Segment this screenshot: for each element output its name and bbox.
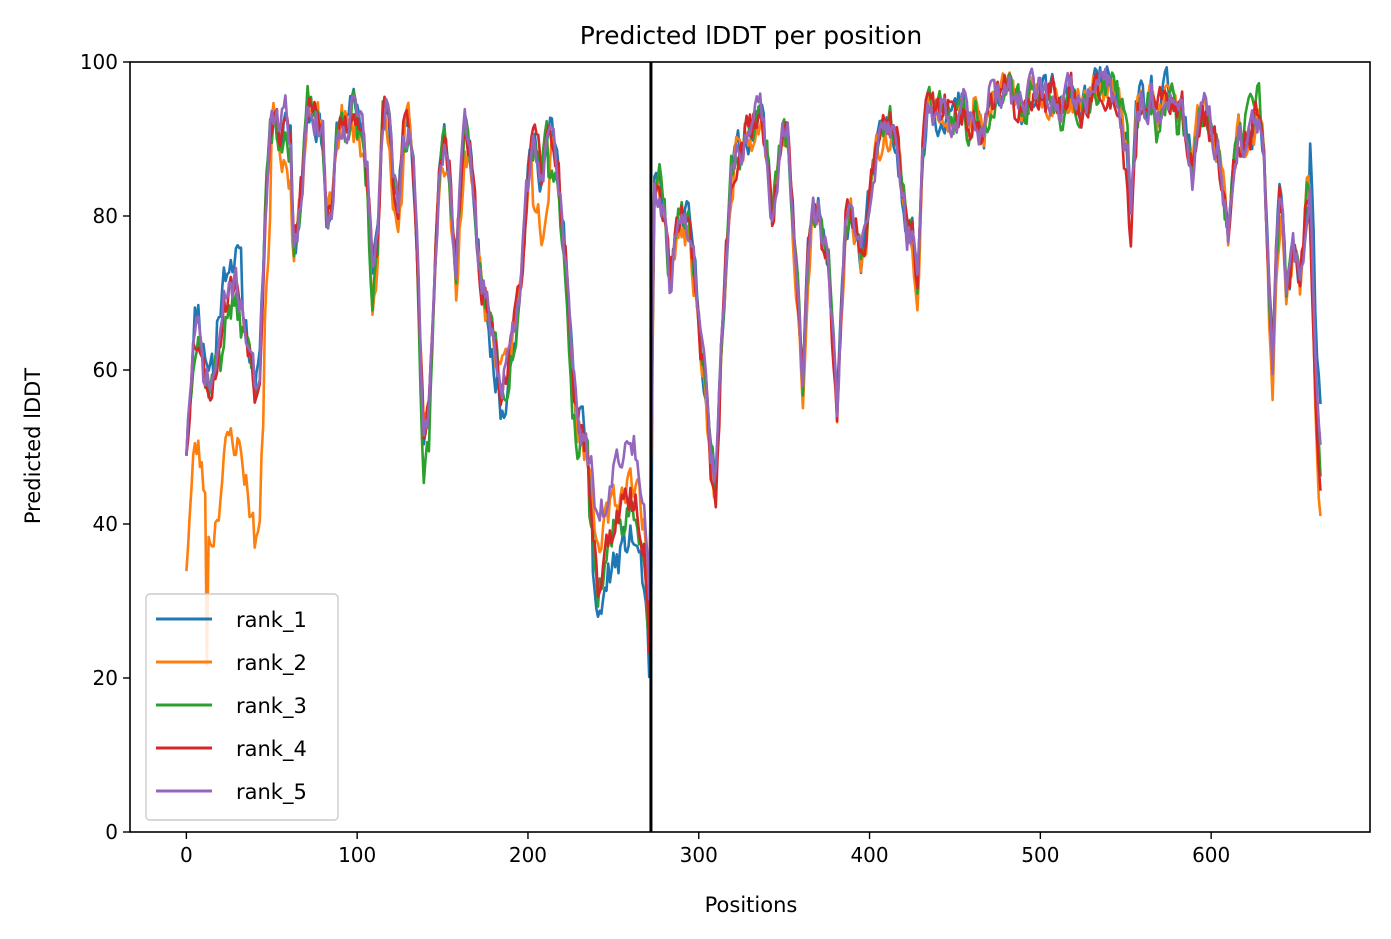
legend-label-rank_2: rank_2 [236, 651, 307, 676]
x-tick-label: 100 [338, 843, 376, 867]
legend-label-rank_1: rank_1 [236, 608, 307, 633]
series-layer [185, 65, 1322, 679]
legend: rank_1 rank_2 rank_3 rank_4 rank_5 [145, 593, 339, 821]
series-line-rank_5 [185, 67, 1322, 601]
x-tick-label: 300 [680, 843, 718, 867]
legend-box [145, 593, 339, 821]
x-axis-title: Positions [705, 893, 798, 917]
x-tick-label: 400 [850, 843, 888, 867]
legend-label-rank_5: rank_5 [236, 780, 307, 805]
y-tick-label: 100 [80, 50, 118, 74]
legend-label-rank_3: rank_3 [236, 694, 307, 719]
y-tick-label: 80 [93, 204, 118, 228]
plot-area [185, 62, 1322, 832]
x-tick-label: 200 [509, 843, 547, 867]
x-tick-label: 500 [1021, 843, 1059, 867]
y-tick-label: 40 [93, 512, 118, 536]
x-axis: 0 100 200 300 400 500 600 [180, 832, 1230, 867]
legend-label-rank_4: rank_4 [236, 737, 307, 762]
x-tick-label: 0 [180, 843, 193, 867]
y-tick-label: 0 [105, 820, 118, 844]
y-tick-label: 60 [93, 358, 118, 382]
y-axis: 0 20 40 60 80 100 [80, 50, 130, 844]
axes-frame [129, 61, 1371, 833]
chart-title: Predicted lDDT per position [580, 21, 922, 50]
x-tick-label: 600 [1192, 843, 1230, 867]
y-tick-label: 20 [93, 666, 118, 690]
y-axis-title: Predicted lDDT [21, 368, 45, 524]
